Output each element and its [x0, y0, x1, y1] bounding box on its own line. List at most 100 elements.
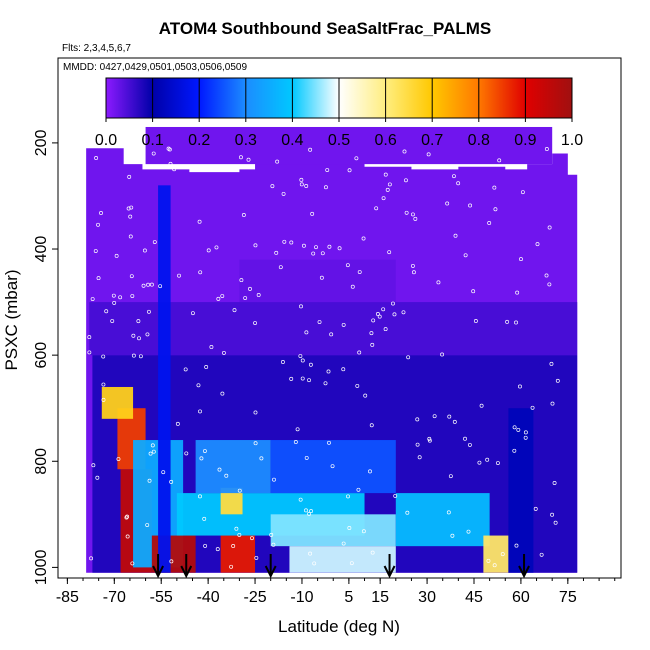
sample-marker	[410, 263, 415, 268]
x-tick-label: -40	[197, 589, 220, 606]
sample-marker	[404, 210, 409, 215]
sample-marker	[87, 335, 92, 340]
sample-marker	[202, 449, 207, 453]
y-tick-label: 200	[33, 129, 50, 156]
sample-marker	[167, 147, 172, 152]
sample-marker	[520, 190, 525, 195]
sample-marker	[198, 270, 203, 275]
sample-marker	[136, 319, 141, 324]
sample-marker	[479, 403, 484, 408]
sample-marker	[477, 460, 482, 465]
sample-marker	[124, 515, 129, 520]
mmdd-label: MMDD: 0427,0429,0501,0503,0506,0509	[63, 62, 248, 73]
sample-marker	[323, 381, 328, 386]
plot-frame	[57, 57, 622, 579]
profile-arrow-head	[152, 565, 164, 579]
colorbar-tick-label: 0.1	[141, 132, 163, 149]
sample-marker	[221, 350, 226, 355]
sample-marker	[142, 248, 147, 253]
sample-marker	[325, 168, 330, 172]
heatmap-cell	[195, 440, 271, 494]
sample-marker	[304, 455, 309, 460]
sample-marker	[415, 442, 420, 447]
sample-marker	[280, 360, 285, 364]
sample-marker	[452, 174, 456, 179]
sample-marker	[138, 354, 143, 359]
sample-marker	[214, 245, 219, 250]
sample-marker	[304, 184, 309, 188]
sample-marker	[544, 273, 549, 278]
sample-marker	[530, 405, 535, 410]
sample-marker	[104, 309, 109, 314]
sample-marker	[515, 290, 520, 295]
sample-marker	[101, 397, 106, 402]
sample-marker	[327, 244, 332, 249]
x-tick-label: 15	[371, 589, 389, 606]
sample-marker	[101, 382, 106, 387]
sample-marker	[516, 427, 521, 432]
sample-marker	[535, 242, 540, 247]
sample-marker	[327, 440, 331, 445]
sample-marker	[452, 419, 457, 424]
sample-marker	[231, 544, 236, 548]
sample-marker	[381, 307, 386, 312]
colorbar-tick-label: 0.0	[95, 132, 117, 149]
sample-marker	[209, 345, 214, 349]
y-tick-label: 400	[33, 236, 50, 263]
sample-marker	[368, 469, 372, 474]
sample-marker	[375, 311, 380, 316]
sample-marker	[146, 282, 151, 287]
sample-marker	[415, 417, 420, 422]
sample-marker	[169, 559, 174, 564]
colorbar-tick-label: 0.9	[514, 132, 536, 149]
y-axis: 200 400 600 800 1000	[33, 129, 58, 585]
sample-marker	[239, 155, 243, 160]
sample-marker	[371, 318, 376, 323]
sample-marker	[361, 529, 366, 534]
sample-marker	[299, 182, 304, 187]
heatmap-cell	[89, 302, 578, 356]
sample-marker	[149, 282, 154, 287]
sample-marker	[393, 493, 398, 498]
sample-marker	[440, 352, 445, 357]
sample-marker	[295, 427, 300, 432]
sample-marker	[298, 354, 303, 358]
sample-marker	[468, 203, 473, 208]
sample-marker	[369, 331, 374, 336]
colorbar-tick-label: 0.3	[235, 132, 257, 149]
sample-marker	[304, 330, 309, 335]
heatmap-cell	[220, 487, 243, 515]
colorbar-tick-label: 0.5	[328, 132, 350, 149]
sample-marker	[417, 455, 422, 460]
sample-marker	[426, 152, 431, 157]
sample-marker	[466, 529, 471, 534]
colorbar: 0.0 0.1 0.2 0.3 0.4 0.5 0.6 0.7 0.8 0.9 1.0	[95, 77, 583, 149]
sample-marker	[346, 494, 350, 499]
sample-marker	[471, 289, 476, 294]
x-tick-label: -85	[56, 589, 79, 606]
sample-marker	[298, 497, 303, 502]
sample-marker	[319, 275, 324, 280]
sample-marker	[300, 376, 305, 381]
sample-marker	[254, 555, 259, 560]
profile-arrow-head	[383, 565, 396, 579]
x-axis-title: Latitude (deg N)	[278, 617, 400, 636]
sample-marker	[446, 510, 451, 515]
sample-marker	[96, 276, 101, 281]
sample-marker	[552, 481, 557, 485]
sample-marker	[450, 533, 455, 538]
sample-marker	[253, 321, 258, 326]
profile-arrow-head	[264, 565, 277, 579]
sample-marker	[241, 213, 246, 217]
sample-marker	[512, 425, 517, 430]
x-tick-label: -10	[290, 589, 313, 606]
sample-marker	[137, 336, 141, 341]
sample-marker	[308, 551, 313, 556]
x-tick-label: 30	[418, 589, 436, 606]
sample-marker	[112, 300, 117, 305]
sample-marker	[299, 177, 304, 182]
sample-marker	[94, 156, 99, 160]
sample-marker	[555, 378, 560, 383]
sample-marker	[232, 308, 237, 313]
